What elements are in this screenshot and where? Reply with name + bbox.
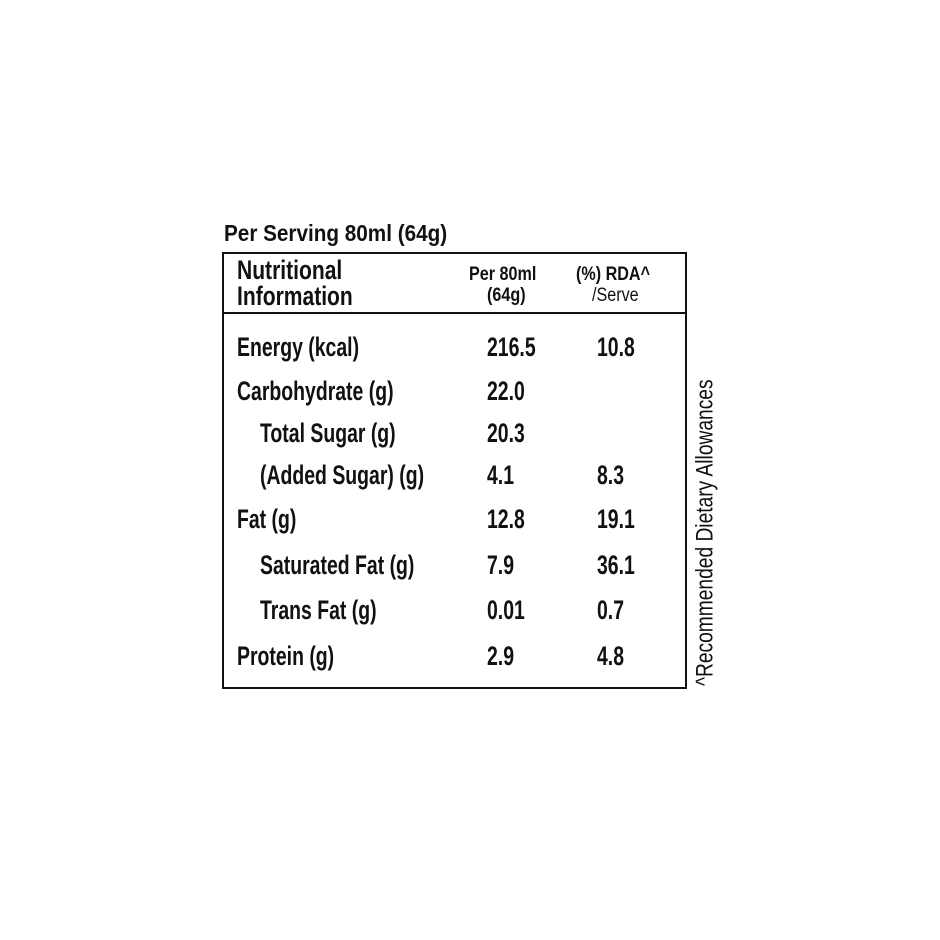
nutrient-value: 22.0: [487, 376, 525, 406]
nutrient-name: (Added Sugar) (g): [260, 460, 424, 490]
header-cell: Information: [237, 282, 353, 312]
nutrient-name: Energy (kcal): [237, 332, 359, 362]
nutrient-value: 7.9: [487, 550, 514, 580]
nutrient-value: 20.3: [487, 418, 525, 448]
nutrient-value: 12.8: [487, 504, 525, 534]
nutrient-value: 36.1: [597, 550, 635, 580]
table-border: [222, 252, 687, 689]
nutrient-value: 10.8: [597, 332, 635, 362]
nutrient-name: Fat (g): [237, 504, 296, 534]
nutrient-value: 216.5: [487, 332, 536, 362]
nutrient-name: Trans Fat (g): [260, 595, 377, 625]
title: Per Serving 80ml (64g): [224, 220, 447, 246]
nutrient-value: 19.1: [597, 504, 635, 534]
nutrient-value: 4.1: [487, 460, 514, 490]
header-cell: /Serve: [592, 284, 639, 306]
nutrient-name: Saturated Fat (g): [260, 550, 414, 580]
nutrient-value: 4.8: [597, 641, 624, 671]
nutrient-name: Total Sugar (g): [260, 418, 396, 448]
header-cell: Per 80ml: [469, 263, 536, 285]
header-cell: (%) RDA^: [576, 263, 650, 285]
footnote: ^Recommended Dietary Allowances: [690, 379, 718, 686]
nutrient-value: 2.9: [487, 641, 514, 671]
nutrient-name: Protein (g): [237, 641, 334, 671]
nutrient-value: 8.3: [597, 460, 624, 490]
header-cell: Nutritional: [237, 256, 342, 286]
nutrient-value: 0.7: [597, 595, 624, 625]
nutrient-value: 0.01: [487, 595, 525, 625]
header-cell: (64g): [487, 284, 526, 306]
nutrient-name: Carbohydrate (g): [237, 376, 394, 406]
